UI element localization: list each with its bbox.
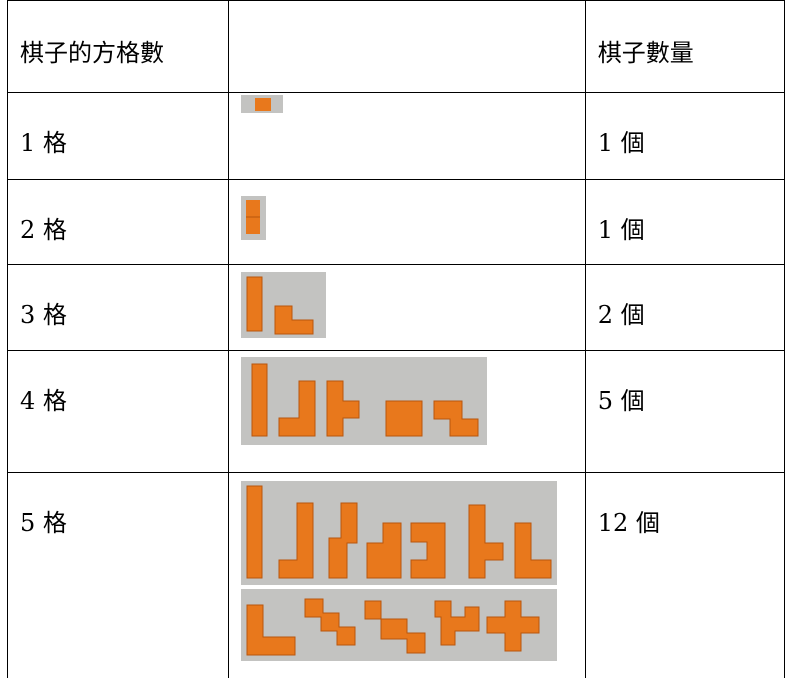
pieces-photo (241, 357, 488, 445)
header-cell: 棋子的方格數 (6, 0, 230, 93)
count-label: 2 個 (597, 301, 645, 329)
w-pentomino (304, 598, 356, 646)
l-tromino (274, 305, 314, 335)
count-cell: 2 個 (584, 264, 786, 351)
p-pentomino (366, 522, 402, 579)
squares-label: 3 格 (20, 301, 67, 329)
pieces-photo (241, 272, 327, 338)
s-tetromino (433, 400, 479, 437)
squares-label: 1 格 (20, 129, 67, 157)
squares-label: 2 格 (20, 216, 67, 244)
pentomino-pieces-row1 (246, 485, 552, 579)
i-tromino (246, 276, 263, 332)
pieces-photo-bottom (241, 589, 558, 661)
count-label: 1 個 (597, 216, 645, 244)
count-label: 12 個 (597, 509, 660, 537)
o-tetromino (385, 400, 423, 437)
header-squares: 棋子的方格數 (20, 39, 164, 67)
header-image (229, 1, 584, 39)
pieces-photo (241, 95, 284, 113)
monomino-piece (255, 98, 272, 111)
l2-pentomino (514, 522, 552, 579)
pieces-cell (228, 472, 586, 678)
i-pentomino (246, 485, 263, 579)
tromino-pieces (246, 276, 314, 335)
squares-cell: 4 格 (6, 350, 230, 473)
pieces-cell (228, 179, 586, 265)
z-pentomino (364, 600, 426, 654)
header-cell: 棋子數量 (584, 0, 786, 93)
header-cell (228, 0, 586, 93)
table-row: 2 格 1 個 (6, 179, 786, 265)
y-pentomino (434, 600, 480, 646)
t-tetromino (326, 380, 360, 437)
table-row: 1 格 1 個 (6, 92, 786, 180)
squares-label: 5 格 (20, 509, 67, 537)
header-count: 棋子數量 (597, 39, 694, 67)
count-cell: 5 個 (584, 350, 786, 473)
i-tetromino (251, 363, 268, 437)
squares-cell: 5 格 (6, 472, 230, 678)
squares-label: 4 格 (20, 387, 67, 415)
polyomino-table: 棋子的方格數 棋子數量 1 格 1 個 2 格 1 個 3 格 (6, 0, 786, 678)
x-pentomino (486, 600, 540, 652)
pieces-cell (228, 350, 586, 473)
table-row: 3 格 2 個 (6, 264, 786, 351)
t-pentomino-stem (468, 504, 504, 579)
pieces-photo (241, 196, 267, 240)
v-pentomino (246, 604, 296, 656)
squares-cell: 3 格 (6, 264, 230, 351)
tetromino-pieces (251, 363, 479, 437)
pieces-cell (228, 92, 586, 180)
table-header-row: 棋子的方格數 棋子數量 (6, 0, 786, 93)
u-pentomino (410, 522, 446, 579)
n-pentomino (328, 502, 358, 579)
count-cell: 12 個 (584, 472, 786, 678)
l-pentomino (278, 502, 314, 579)
pieces-photo-top (241, 481, 558, 585)
count-cell: 1 個 (584, 92, 786, 180)
pentomino-pieces-row2 (246, 598, 540, 656)
count-label: 1 個 (597, 129, 645, 157)
table-row: 4 格 5 個 (6, 350, 786, 473)
count-cell: 1 個 (584, 179, 786, 265)
count-label: 5 個 (597, 387, 645, 415)
pieces-cell (228, 264, 586, 351)
squares-cell: 1 格 (6, 92, 230, 180)
squares-cell: 2 格 (6, 179, 230, 265)
j-tetromino (278, 380, 316, 437)
domino-piece (246, 200, 261, 234)
table-row: 5 格 (6, 472, 786, 678)
